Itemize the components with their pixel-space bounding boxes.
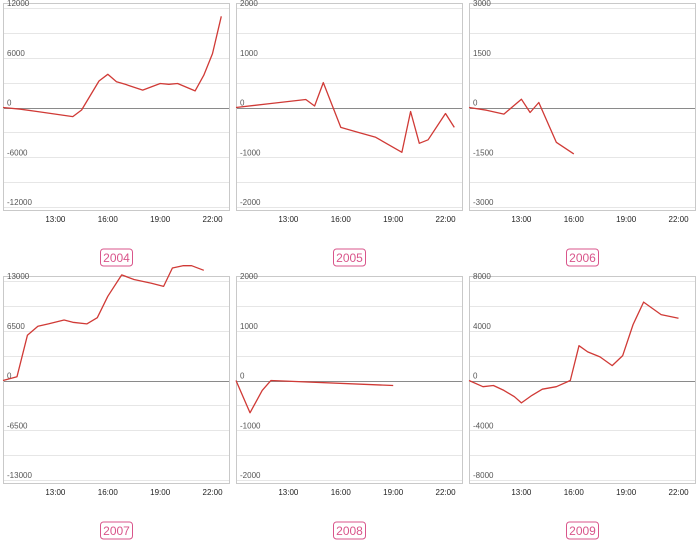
y-tick-label: 1000 — [240, 322, 258, 331]
y-tick-label: 12000 — [7, 0, 30, 8]
year-badge — [100, 521, 133, 540]
y-tick-label: 1500 — [473, 49, 491, 58]
y-tick-label: -4000 — [473, 421, 494, 430]
series-line — [2, 16, 222, 118]
panel-frame — [469, 3, 696, 211]
x-tick-label: 16:00 — [98, 488, 119, 497]
year-badge — [333, 521, 366, 540]
y-tick-label: -6500 — [7, 421, 28, 430]
chart-panel-2007: 13000 6500 0 -6500 -13000 13:00 16:00 19:00 22:0… — [2, 265, 230, 540]
y-tick-label: -2000 — [240, 198, 261, 207]
year-badge-label: 2008 — [336, 524, 363, 538]
panel-frame — [236, 276, 463, 484]
year-badge — [100, 248, 133, 267]
series-line — [235, 379, 394, 414]
year-badge-label: 2006 — [569, 251, 596, 265]
y-tick-label: -1000 — [240, 421, 261, 430]
x-tick-label: 16:00 — [564, 215, 585, 224]
y-tick-label: 8000 — [473, 272, 491, 281]
x-tick-label: 13:00 — [511, 488, 532, 497]
y-tick-label: -1000 — [240, 148, 261, 157]
y-tick-label: -13000 — [7, 471, 32, 480]
chart-panel-2008: 2000 1000 0 -1000 -2000 13:00 16:00 19:00 22:00 2… — [235, 272, 463, 540]
x-tick-label: 19:00 — [616, 488, 637, 497]
x-tick-label: 19:00 — [383, 215, 404, 224]
x-tick-label: 22:00 — [669, 215, 690, 224]
x-tick-label: 13:00 — [278, 488, 299, 497]
x-tick-label: 16:00 — [98, 215, 119, 224]
chart-panel-2004: 12000 6000 0 -6000 -12000 13:00 16:00 19:00 22:0… — [2, 0, 230, 267]
x-tick-label: 22:00 — [669, 488, 690, 497]
series-line — [2, 265, 205, 382]
y-tick-label: 13000 — [7, 272, 30, 281]
year-badge-label: 2009 — [569, 524, 596, 538]
x-tick-label: 22:00 — [436, 488, 457, 497]
year-badge — [566, 521, 599, 540]
y-tick-label: 0 — [240, 99, 245, 108]
x-tick-label: 22:00 — [203, 488, 224, 497]
chart-panel-2005: 2000 1000 0 -1000 -2000 13:00 16:00 19:00 22:00 2… — [235, 0, 463, 267]
y-tick-label: -6000 — [7, 148, 28, 157]
y-tick-label: 0 — [473, 99, 478, 108]
x-tick-label: 19:00 — [150, 215, 171, 224]
year-badge-label: 2004 — [103, 251, 130, 265]
panel-frame — [236, 3, 463, 211]
y-tick-label: 2000 — [240, 0, 258, 8]
y-tick-label: 2000 — [240, 272, 258, 281]
panel-frame — [469, 276, 696, 484]
year-badge — [333, 248, 366, 267]
x-tick-label: 22:00 — [436, 215, 457, 224]
year-badge-label: 2005 — [336, 251, 363, 265]
x-tick-label: 16:00 — [331, 488, 352, 497]
y-tick-label: -2000 — [240, 471, 261, 480]
y-tick-label: 4000 — [473, 322, 491, 331]
series-line — [235, 81, 455, 153]
series-line — [468, 98, 575, 155]
panel-frame — [3, 276, 230, 484]
y-tick-label: 6500 — [7, 322, 25, 331]
x-tick-label: 13:00 — [45, 215, 66, 224]
panel-frame — [3, 3, 230, 211]
y-tick-label: -1500 — [473, 148, 494, 157]
y-tick-label: -3000 — [473, 198, 494, 207]
x-tick-label: 13:00 — [45, 488, 66, 497]
year-badge — [566, 248, 599, 267]
y-tick-label: 0 — [7, 372, 12, 381]
chart-panel-2006: 3000 1500 0 -1500 -3000 13:00 16:00 19:00 22:00 2… — [468, 0, 696, 267]
y-tick-label: 0 — [7, 99, 12, 108]
x-tick-label: 13:00 — [511, 215, 532, 224]
year-badge-label: 2007 — [103, 524, 130, 538]
y-tick-label: -12000 — [7, 198, 32, 207]
chart-panel-2009: 8000 4000 0 -4000 -8000 13:00 16:00 19:00 22:00 2… — [468, 272, 696, 540]
x-tick-label: 16:00 — [331, 215, 352, 224]
y-tick-label: 3000 — [473, 0, 491, 8]
y-tick-label: 6000 — [7, 49, 25, 58]
y-tick-label: 1000 — [240, 49, 258, 58]
x-tick-label: 19:00 — [383, 488, 404, 497]
y-tick-label: 0 — [473, 372, 478, 381]
y-tick-label: -8000 — [473, 471, 494, 480]
y-tick-label: 0 — [240, 372, 245, 381]
x-tick-label: 19:00 — [616, 215, 637, 224]
x-tick-label: 16:00 — [564, 488, 585, 497]
series-line — [468, 301, 679, 404]
x-tick-label: 13:00 — [278, 215, 299, 224]
x-tick-label: 22:00 — [203, 215, 224, 224]
x-tick-label: 19:00 — [150, 488, 171, 497]
